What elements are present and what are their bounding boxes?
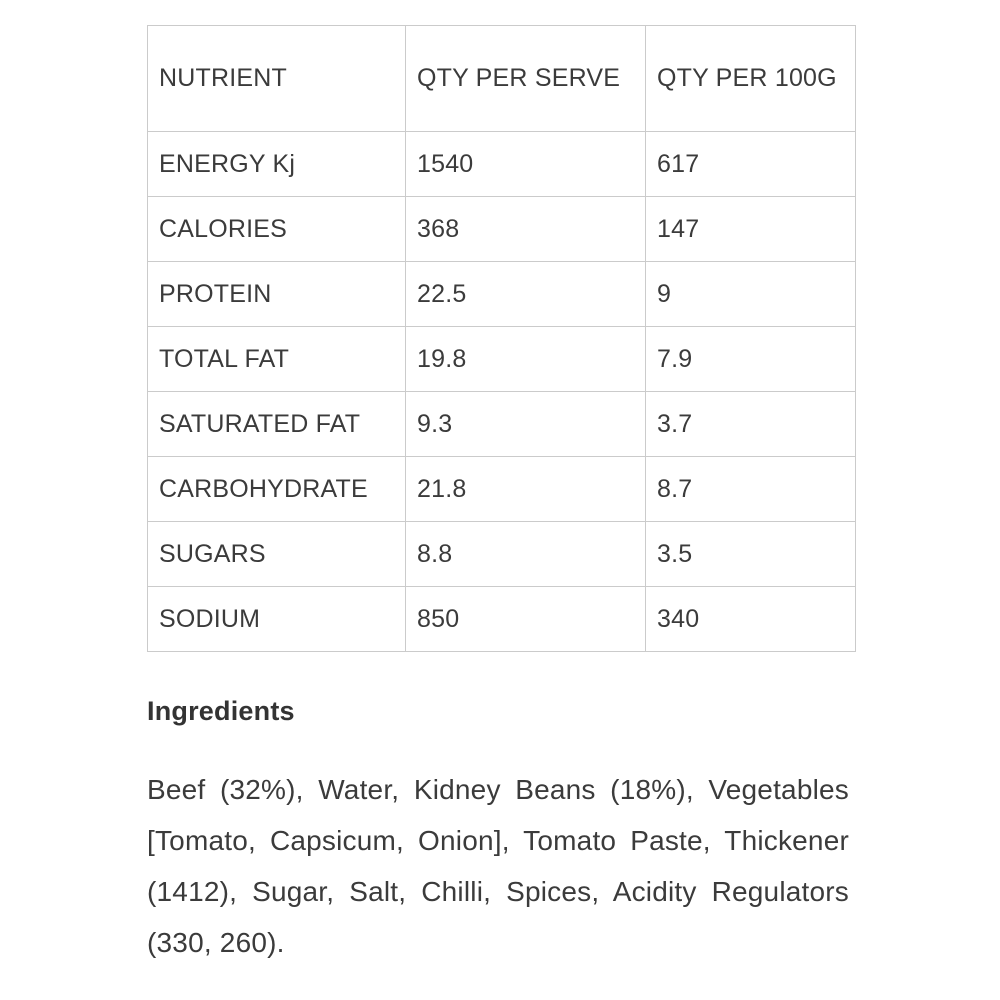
qty-per-100g-value: 8.7: [645, 456, 856, 522]
qty-per-100g-value: 617: [645, 131, 856, 197]
table-row: SUGARS 8.8 3.5: [147, 521, 856, 587]
table-row: CALORIES 368 147: [147, 196, 856, 262]
table-header-row: NUTRIENT QTY PER SERVE QTY PER 100G: [147, 25, 856, 132]
table-row: ENERGY Kj 1540 617: [147, 131, 856, 197]
qty-per-serve-value: 1540: [405, 131, 646, 197]
table-row: SATURATED FAT 9.3 3.7: [147, 391, 856, 457]
qty-per-100g-value: 9: [645, 261, 856, 327]
qty-per-serve-value: 21.8: [405, 456, 646, 522]
qty-per-serve-value: 850: [405, 586, 646, 652]
ingredients-text: Beef (32%), Water, Kidney Beans (18%), V…: [147, 774, 849, 958]
nutrient-name: SODIUM: [147, 586, 406, 652]
qty-per-100g-value: 3.5: [645, 521, 856, 587]
nutrient-name: CARBOHYDRATE: [147, 456, 406, 522]
nutrition-content: NUTRIENT QTY PER SERVE QTY PER 100G ENER…: [147, 25, 856, 968]
table-row: SODIUM 850 340: [147, 586, 856, 652]
qty-per-serve-value: 22.5: [405, 261, 646, 327]
table-row: TOTAL FAT 19.8 7.9: [147, 326, 856, 392]
ingredients-heading: Ingredients: [147, 696, 295, 726]
qty-per-serve-value: 19.8: [405, 326, 646, 392]
nutrient-name: SUGARS: [147, 521, 406, 587]
nutrient-name: SATURATED FAT: [147, 391, 406, 457]
nutrient-name: PROTEIN: [147, 261, 406, 327]
qty-per-100g-value: 340: [645, 586, 856, 652]
nutrient-name: CALORIES: [147, 196, 406, 262]
column-header-nutrient: NUTRIENT: [147, 25, 406, 132]
nutrient-name: TOTAL FAT: [147, 326, 406, 392]
qty-per-100g-value: 147: [645, 196, 856, 262]
column-header-qty-per-100g: QTY PER 100G: [645, 25, 856, 132]
qty-per-100g-value: 7.9: [645, 326, 856, 392]
nutrition-table: NUTRIENT QTY PER SERVE QTY PER 100G ENER…: [147, 25, 856, 652]
qty-per-serve-value: 9.3: [405, 391, 646, 457]
nutrient-name: ENERGY Kj: [147, 131, 406, 197]
qty-per-serve-value: 8.8: [405, 521, 646, 587]
column-header-qty-per-serve: QTY PER SERVE: [405, 25, 646, 132]
table-row: PROTEIN 22.5 9: [147, 261, 856, 327]
table-row: CARBOHYDRATE 21.8 8.7: [147, 456, 856, 522]
qty-per-100g-value: 3.7: [645, 391, 856, 457]
qty-per-serve-value: 368: [405, 196, 646, 262]
